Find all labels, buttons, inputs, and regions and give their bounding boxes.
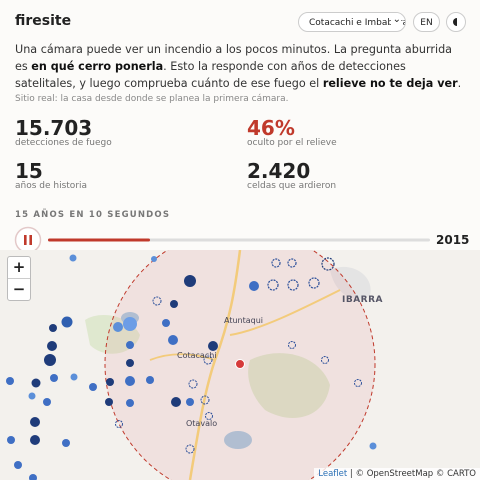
fire-dot[interactable] xyxy=(43,398,51,406)
fire-dot[interactable] xyxy=(70,373,78,381)
map[interactable]: IBARRA Atuntaqui Cotacachi Otavalo xyxy=(0,250,480,480)
stat-value: 2.420 xyxy=(247,159,311,183)
fire-dot[interactable] xyxy=(62,439,70,447)
place-label: Cotacachi xyxy=(177,351,217,360)
language-button[interactable]: EN xyxy=(413,12,440,32)
fire-dot[interactable] xyxy=(113,322,123,332)
stat-label: años de historia xyxy=(15,181,88,191)
fire-dot[interactable] xyxy=(30,435,40,445)
fire-dot[interactable] xyxy=(89,383,97,391)
fire-dot[interactable] xyxy=(249,281,259,291)
lake xyxy=(224,431,252,449)
fire-dot[interactable] xyxy=(125,376,135,386)
pause-icon xyxy=(29,235,32,245)
fire-dot[interactable] xyxy=(69,254,77,262)
current-year: 2015 xyxy=(436,233,470,247)
road xyxy=(229,289,341,336)
stat-label: detecciones de fuego xyxy=(15,138,112,148)
fire-dot[interactable] xyxy=(126,399,134,407)
fire-dot[interactable] xyxy=(308,277,320,289)
zoom-out[interactable]: − xyxy=(12,280,26,298)
fire-dot[interactable] xyxy=(28,392,36,400)
fire-dot[interactable] xyxy=(14,461,22,469)
fire-dot[interactable] xyxy=(185,444,195,454)
fire-dot[interactable] xyxy=(188,379,198,389)
fire-dot[interactable] xyxy=(126,359,134,367)
fire-dot[interactable] xyxy=(171,397,181,407)
stat-value: 15 xyxy=(15,159,43,183)
place-label: Atuntaqui xyxy=(224,316,263,325)
fire-dot[interactable] xyxy=(6,377,14,385)
intro: Una cámara puede ver un incendio a los p… xyxy=(15,41,467,92)
park-area xyxy=(248,353,330,418)
stat-label: celdas que ardieron xyxy=(247,181,337,191)
fire-detections xyxy=(6,254,377,480)
zoom-in[interactable]: + xyxy=(8,257,30,279)
fire-dot[interactable] xyxy=(271,258,281,268)
place-label: Otavalo xyxy=(186,419,217,428)
fire-dot[interactable] xyxy=(369,442,377,450)
fire-dot[interactable] xyxy=(354,379,362,387)
intro-text: relieve no te deja ver xyxy=(322,77,458,90)
fire-dot[interactable] xyxy=(162,319,170,327)
urban-area xyxy=(330,266,371,299)
fire-dot[interactable] xyxy=(288,341,296,349)
fire-dot[interactable] xyxy=(152,296,162,306)
app-title: firesite xyxy=(15,13,72,29)
fire-dot[interactable] xyxy=(184,275,196,287)
road xyxy=(149,353,216,361)
place-label: IBARRA xyxy=(342,295,383,305)
fire-dot[interactable] xyxy=(168,335,178,345)
play-pause-button[interactable] xyxy=(14,226,42,251)
fire-dot[interactable] xyxy=(321,257,335,271)
fire-dot[interactable] xyxy=(170,300,178,308)
fire-dot[interactable] xyxy=(200,395,210,405)
fire-dot[interactable] xyxy=(208,341,218,351)
fire-dot[interactable] xyxy=(106,378,114,386)
attribution-text: | © OpenStreetMap © CARTO xyxy=(347,469,476,479)
fire-dot[interactable] xyxy=(31,378,41,388)
fire-dot[interactable] xyxy=(49,324,57,332)
fire-dot[interactable] xyxy=(267,279,279,291)
stat-value: 15.703 xyxy=(15,116,93,140)
intro-text: en qué cerro ponerla xyxy=(31,60,164,73)
note: Sitio real: la casa desde donde se plane… xyxy=(15,94,289,104)
leaflet-link[interactable]: Leaflet xyxy=(318,469,348,479)
fire-dot[interactable] xyxy=(287,279,299,291)
fire-dot[interactable] xyxy=(47,341,57,351)
fire-dot[interactable] xyxy=(205,412,213,420)
fire-dot[interactable] xyxy=(146,376,154,384)
fire-dot[interactable] xyxy=(203,355,213,365)
fire-dot[interactable] xyxy=(105,398,113,406)
fire-dot[interactable] xyxy=(50,374,58,382)
fire-dot[interactable] xyxy=(7,436,15,444)
stat-value: 46% xyxy=(247,116,295,140)
fire-dot[interactable] xyxy=(151,256,157,262)
fire-dot[interactable] xyxy=(29,474,37,480)
intro-text: Una cámara puede ver un incendio a los p… xyxy=(15,43,453,73)
fire-dot[interactable] xyxy=(115,420,123,428)
intro-text: . Esto la responde con años de deteccion… xyxy=(15,60,406,90)
stat-label: oculto por el relieve xyxy=(247,138,337,148)
theme-button[interactable] xyxy=(446,12,466,32)
fire-dot[interactable] xyxy=(44,354,56,366)
camera-site[interactable] xyxy=(235,359,245,369)
fire-dot[interactable] xyxy=(186,398,194,406)
attribution: Leaflet | © OpenStreetMap © CARTO xyxy=(314,468,480,480)
road xyxy=(188,250,242,480)
fire-dot[interactable] xyxy=(321,356,329,364)
fire-dot[interactable] xyxy=(126,341,134,349)
intro-text: . xyxy=(457,77,462,90)
timeline-controls xyxy=(14,226,430,251)
pause-icon xyxy=(24,235,27,245)
fire-dot[interactable] xyxy=(61,316,73,328)
progress-fill xyxy=(48,238,150,242)
zoom-control: + − xyxy=(7,256,31,301)
fire-dot[interactable] xyxy=(287,258,297,268)
fire-dot[interactable] xyxy=(123,317,137,331)
fire-dot[interactable] xyxy=(30,417,40,427)
timeline-title: 15 AÑOS EN 10 SEGUNDOS xyxy=(15,210,171,220)
region-select[interactable]: Cotacachi e Imbabura xyxy=(298,12,406,32)
